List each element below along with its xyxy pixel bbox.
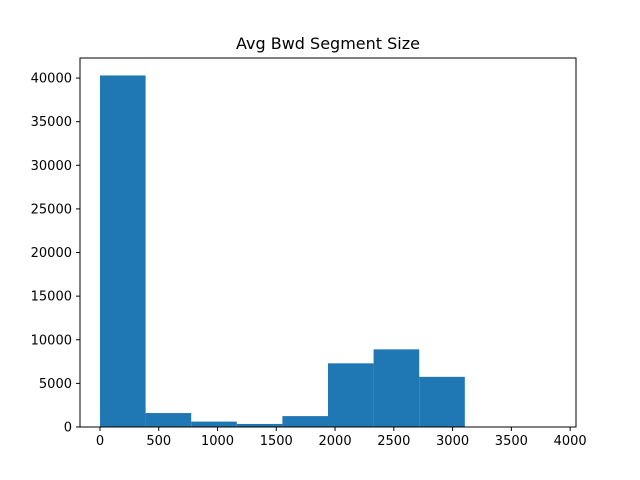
- histogram-bar: [282, 416, 328, 427]
- x-tick-label: 2500: [377, 434, 410, 449]
- y-tick-label: 30000: [31, 159, 72, 174]
- plot-frame: [79, 57, 577, 428]
- x-tick-label: 1500: [260, 434, 293, 449]
- histogram-bar: [373, 349, 420, 427]
- x-tick-label: 1000: [201, 434, 234, 449]
- y-tick-label: 20000: [31, 246, 72, 261]
- y-tick-label: 5000: [39, 377, 72, 392]
- histogram-bar: [99, 75, 146, 427]
- x-tick-label: 4000: [554, 434, 587, 449]
- histogram-bar: [236, 423, 283, 427]
- x-tick-label: 0: [96, 434, 104, 449]
- histogram-bar: [145, 413, 192, 427]
- bars-group: [99, 75, 465, 427]
- y-tick-label: 0: [64, 421, 72, 436]
- y-tick-label: 10000: [31, 333, 72, 348]
- histogram-bar: [328, 363, 374, 427]
- histogram-bar: [191, 421, 237, 427]
- x-tick-label: 3000: [436, 434, 469, 449]
- y-tick-label: 35000: [31, 115, 72, 130]
- y-tick-label: 25000: [31, 202, 72, 217]
- x-tick-label: 2000: [319, 434, 352, 449]
- chart-title: Avg Bwd Segment Size: [236, 34, 420, 53]
- y-tick-label: 15000: [31, 290, 72, 305]
- y-tick-label: 40000: [31, 72, 72, 87]
- x-tick-label: 500: [146, 434, 171, 449]
- histogram-bar: [419, 376, 465, 427]
- y-axis: 0 5000 10000 15000 20000 25000 30000 35000 40000: [31, 72, 80, 436]
- x-tick-label: 3500: [495, 434, 528, 449]
- x-axis: 0 500 1000 1500 2000 2500 3000 3500 4000: [96, 427, 587, 449]
